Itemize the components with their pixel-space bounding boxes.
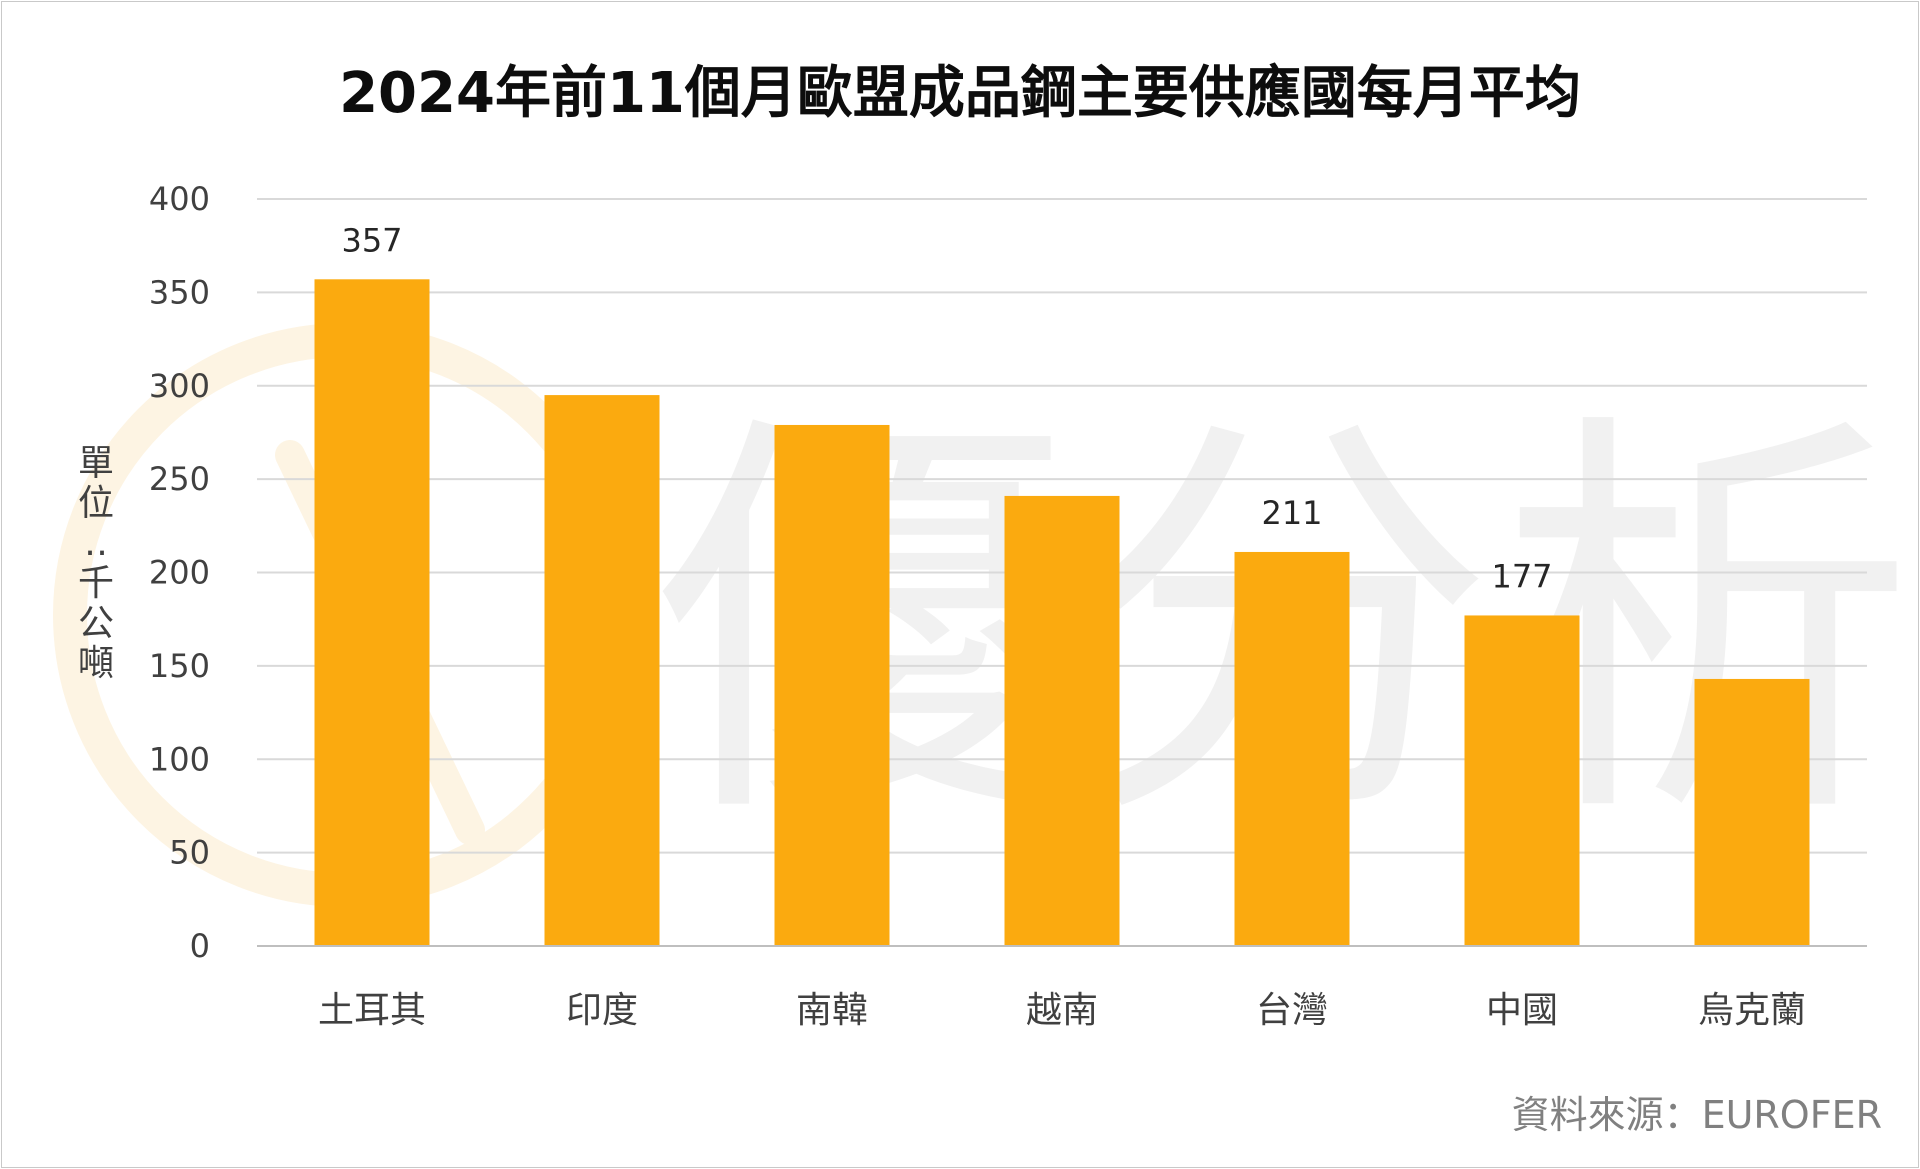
data-label: 357 <box>341 221 402 259</box>
y-tick-label: 200 <box>149 554 210 592</box>
y-tick-label: 300 <box>149 367 210 405</box>
y-axis-label: 單位‥千公噸 <box>78 443 114 684</box>
data-label: 211 <box>1261 494 1322 532</box>
y-tick-label: 350 <box>149 273 210 311</box>
y-tick-label: 250 <box>149 460 210 498</box>
x-axis-categories: 土耳其 印度 南韓 越南 台灣 中國 烏克蘭 <box>318 990 1806 1031</box>
data-label: 177 <box>1491 557 1552 595</box>
y-tick-label: 400 <box>149 180 210 218</box>
x-category-label: 南韓 <box>796 990 868 1031</box>
y-tick-label: 100 <box>149 740 210 778</box>
x-category-label: 中國 <box>1486 990 1558 1031</box>
bar <box>1464 615 1580 946</box>
x-category-label: 烏克蘭 <box>1698 990 1806 1031</box>
bar <box>314 279 430 946</box>
x-category-label: 印度 <box>566 990 638 1031</box>
x-category-label: 越南 <box>1026 990 1098 1031</box>
x-category-label: 台灣 <box>1256 990 1328 1031</box>
y-axis-ticks: 0 50 100 150 200 250 300 350 400 <box>149 180 210 965</box>
y-tick-label: 50 <box>169 834 210 872</box>
chart-title: 2024年前11個月歐盟成品鋼主要供應國每月平均 <box>339 61 1581 126</box>
bar <box>544 395 660 946</box>
y-tick-label: 0 <box>190 927 210 965</box>
bars <box>314 279 1810 946</box>
data-labels: 357 211 177 <box>341 221 1552 595</box>
bar <box>1234 551 1350 946</box>
source-note: 資料來源：EUROFER <box>1512 1093 1882 1137</box>
bar <box>774 424 890 946</box>
bar <box>1694 678 1810 946</box>
y-tick-label: 150 <box>149 647 210 685</box>
bar <box>1004 495 1120 946</box>
x-category-label: 土耳其 <box>318 990 426 1031</box>
